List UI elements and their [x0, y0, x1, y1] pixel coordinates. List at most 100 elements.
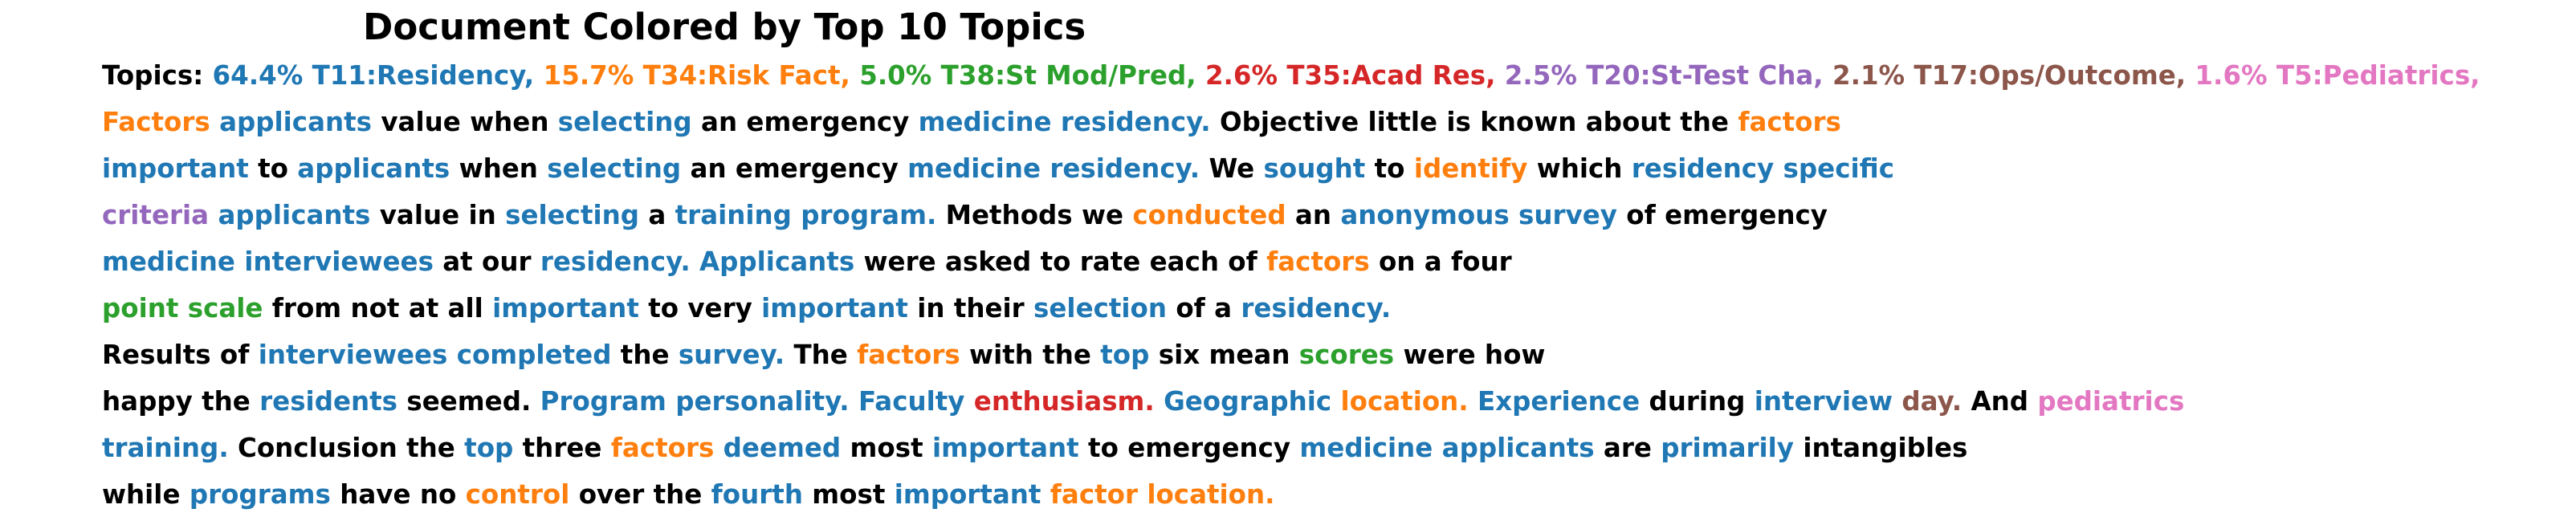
topic-word: important — [931, 433, 1079, 463]
topic-word: at our — [442, 246, 532, 277]
topic-word: top — [1100, 340, 1150, 370]
topic-word: The — [793, 340, 848, 370]
topic-word: important — [102, 153, 249, 184]
topic-word: residency specific — [1631, 153, 1894, 184]
document-text-line: Factors applicants value when selecting … — [102, 104, 1841, 140]
topic-word: factors — [857, 340, 960, 370]
topic-word: applicants — [297, 153, 450, 184]
topic-word: identify — [1413, 153, 1528, 184]
topic-word: Methods we — [945, 200, 1124, 230]
topic-word: selecting — [557, 107, 692, 137]
topic-word: factor location. — [1050, 479, 1275, 510]
topic-word: Objective little is known about the — [1219, 107, 1729, 137]
topic-word: location. — [1340, 386, 1469, 417]
topic-word: to very — [648, 293, 752, 324]
topic-word: fourth — [711, 479, 803, 510]
topic-word: to emergency — [1088, 433, 1291, 463]
topic-word: were asked to rate each of — [863, 246, 1257, 277]
topic-word: medicine residency. — [907, 153, 1200, 184]
topic-word: important — [492, 293, 639, 324]
topic-word: on a four — [1379, 246, 1512, 277]
topic-word: criteria — [102, 200, 210, 230]
document-text-line: Results of interviewees completed the su… — [102, 337, 1545, 372]
document-text-line: training. Conclusion the top three facto… — [102, 430, 1967, 466]
topic-word: interview — [1754, 386, 1893, 417]
topic-word: Results of — [102, 340, 250, 370]
topics-legend-line: Topics: 64.4% T11:Residency, 15.7% T34:R… — [102, 58, 2480, 93]
topic-word: Factors — [102, 107, 210, 137]
document-text-line: while programs have no control over the … — [102, 477, 1275, 512]
topic-word: medicine applicants — [1299, 433, 1595, 463]
topic-legend-entry: 1.6% T5:Pediatrics, — [2195, 60, 2480, 91]
topic-word: seemed. — [406, 386, 532, 417]
topic-legend-entry: 5.0% T38:St Mod/Pred, — [859, 60, 1196, 91]
topic-word: were how — [1403, 340, 1546, 370]
topic-word: an emergency — [690, 153, 899, 184]
topic-word: residency. — [1241, 293, 1392, 324]
topic-word: residents — [259, 386, 398, 417]
topic-legend-entry: 2.1% T17:Ops/Outcome, — [1832, 60, 2187, 91]
topic-word: programs — [189, 479, 331, 510]
topic-word: training. — [102, 433, 229, 463]
topic-word: an — [1294, 200, 1331, 230]
topic-word: medicine interviewees — [102, 246, 434, 277]
topic-word: in their — [917, 293, 1025, 324]
topic-word: six mean — [1158, 340, 1290, 370]
topic-word: applicants — [218, 200, 371, 230]
topic-word: the — [620, 340, 670, 370]
topic-word: selection — [1033, 293, 1168, 324]
topic-word: three — [522, 433, 602, 463]
topic-word: Conclusion the — [238, 433, 455, 463]
topic-word: factors — [1738, 107, 1841, 137]
topic-word: day. — [1901, 386, 1963, 417]
topic-word: medicine residency. — [918, 107, 1211, 137]
topic-word: factors — [610, 433, 715, 463]
topic-word: with the — [969, 340, 1091, 370]
topic-word: to — [258, 153, 288, 184]
document-title: Document Colored by Top 10 Topics — [363, 6, 1086, 48]
topic-word: from not at all — [271, 293, 483, 324]
topic-legend-entry: 2.6% T35:Acad Res, — [1204, 60, 1496, 91]
topic-word: Experience — [1477, 386, 1641, 417]
topic-legend-entry: 2.5% T20:St-Test Cha, — [1504, 60, 1824, 91]
topic-word: primarily — [1661, 433, 1794, 463]
topic-word: intangibles — [1803, 433, 1968, 463]
topic-word: training program. — [675, 200, 937, 230]
document-text-line: point scale from not at all important to… — [102, 291, 1391, 326]
topic-word: to — [1374, 153, 1405, 184]
topic-word: We — [1209, 153, 1255, 184]
document-text-line: medicine interviewees at our residency. … — [102, 244, 1512, 279]
topic-word: top — [464, 433, 514, 463]
topic-word: when — [459, 153, 538, 184]
topic-word: important — [761, 293, 908, 324]
topic-word: point scale — [102, 293, 263, 324]
topic-word: important — [894, 479, 1041, 510]
topic-word: value in — [379, 200, 496, 230]
topic-legend-entry: 64.4% T11:Residency, — [212, 60, 535, 91]
topic-word: Geographic — [1164, 386, 1332, 417]
topic-word: residency. Applicants — [540, 246, 855, 277]
topic-word: while — [102, 479, 181, 510]
topic-word: sought — [1263, 153, 1366, 184]
topic-word: of a — [1176, 293, 1233, 324]
topic-word: during — [1649, 386, 1746, 417]
topic-word: selecting — [505, 200, 640, 230]
topic-word: most — [850, 433, 923, 463]
topic-word: of emergency — [1626, 200, 1828, 230]
document-text-line: happy the residents seemed. Program pers… — [102, 384, 2184, 419]
topic-word: happy the — [102, 386, 251, 417]
topic-word: survey. — [678, 340, 785, 370]
topic-word: which — [1536, 153, 1623, 184]
topic-legend-entry: Topics: — [102, 60, 204, 91]
topic-word: pediatrics — [2037, 386, 2185, 417]
topic-word: have no — [340, 479, 457, 510]
topic-word: And — [1971, 386, 2029, 417]
topic-legend-entry: 15.7% T34:Risk Fact, — [543, 60, 850, 91]
topic-word: applicants — [219, 107, 373, 137]
topic-word: conducted — [1132, 200, 1286, 230]
topic-word: a — [648, 200, 666, 230]
topic-word: most — [812, 479, 886, 510]
topic-word: scores — [1298, 340, 1395, 370]
topic-word: value when — [381, 107, 549, 137]
topic-word: interviewees completed — [258, 340, 612, 370]
